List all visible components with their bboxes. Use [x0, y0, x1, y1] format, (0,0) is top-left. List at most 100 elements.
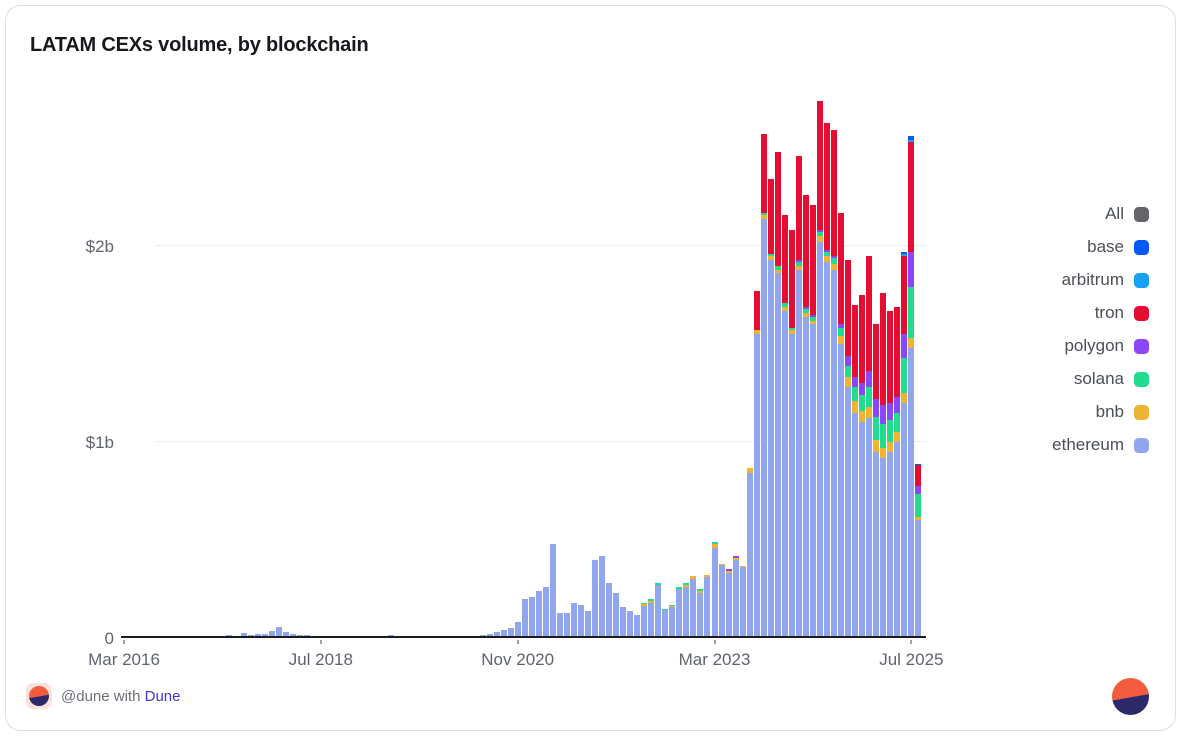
bar[interactable] — [711, 541, 718, 638]
bar[interactable] — [809, 204, 816, 638]
bar[interactable] — [704, 575, 711, 638]
legend-item-solana[interactable]: solana — [1074, 367, 1149, 391]
bar-segment-solana — [802, 308, 809, 313]
legend-item-ethereum[interactable]: ethereum — [1052, 433, 1149, 457]
bar[interactable] — [606, 583, 613, 638]
bar[interactable] — [915, 463, 922, 638]
bar-segment-bnb — [725, 571, 732, 574]
bar[interactable] — [592, 559, 598, 638]
bar[interactable] — [831, 130, 838, 638]
bar-segment-solana — [697, 589, 704, 591]
bar[interactable] — [746, 467, 753, 638]
bar[interactable] — [549, 543, 556, 638]
bar-segment-ethereum — [669, 606, 676, 638]
legend-item-base[interactable]: base — [1087, 235, 1149, 259]
bar-segment-polygon — [873, 398, 880, 417]
bar[interactable] — [753, 291, 760, 638]
bar[interactable] — [584, 610, 591, 638]
legend-swatch — [1134, 338, 1149, 354]
bar[interactable] — [880, 293, 887, 638]
bar-segment-ethereum — [690, 579, 697, 638]
bar[interactable] — [873, 324, 880, 638]
bar[interactable] — [507, 628, 514, 638]
legend-item-arbitrum[interactable]: arbitrum — [1062, 268, 1149, 292]
bar[interactable] — [908, 136, 915, 638]
bar[interactable] — [556, 612, 563, 638]
bar[interactable] — [662, 608, 669, 638]
bar-segment-solana — [838, 328, 845, 337]
bar[interactable] — [824, 122, 830, 638]
bar[interactable] — [570, 602, 577, 638]
bar[interactable] — [620, 606, 627, 638]
bar-segment-ethereum — [824, 261, 830, 638]
bar[interactable] — [690, 576, 697, 638]
bar-segment-tron — [901, 255, 908, 335]
bar-segment-polygon — [915, 486, 922, 494]
bar-segment-base — [915, 463, 922, 465]
bar[interactable] — [542, 587, 549, 638]
bar[interactable] — [894, 306, 901, 638]
bar-segment-ethereum — [676, 589, 683, 638]
bar-segment-polygon — [866, 371, 873, 388]
bar[interactable] — [528, 596, 535, 638]
bar[interactable] — [859, 295, 866, 638]
bar[interactable] — [521, 598, 528, 638]
bar-segment-polygon — [908, 251, 915, 288]
bar-segment-ethereum — [795, 269, 802, 638]
bar[interactable] — [535, 590, 542, 638]
bar[interactable] — [634, 614, 641, 638]
bar-segment-solana — [866, 387, 873, 407]
bar[interactable] — [648, 598, 655, 638]
bar[interactable] — [901, 251, 908, 638]
bar[interactable] — [268, 630, 275, 638]
bar[interactable] — [774, 151, 781, 638]
bar[interactable] — [802, 195, 809, 638]
bar[interactable] — [655, 583, 662, 638]
bar[interactable] — [676, 587, 683, 638]
bar[interactable] — [627, 610, 634, 638]
bar-segment-tron — [845, 259, 852, 356]
dune-logo-large[interactable] — [1112, 678, 1149, 715]
bar-segment-tron — [781, 214, 788, 303]
bar-segment-bnb — [894, 432, 901, 442]
bar[interactable] — [718, 563, 725, 638]
bar[interactable] — [767, 179, 774, 638]
bar-segment-bnb — [760, 214, 767, 219]
bar[interactable] — [669, 604, 676, 638]
bar[interactable] — [275, 627, 282, 638]
legend-item-all[interactable]: All — [1105, 202, 1149, 226]
y-axis-label: $2b — [85, 237, 114, 256]
bar[interactable] — [563, 612, 570, 638]
bar[interactable] — [613, 592, 620, 638]
bar[interactable] — [845, 259, 852, 638]
bar[interactable] — [282, 631, 289, 638]
bar[interactable] — [577, 604, 584, 638]
bar[interactable] — [838, 212, 845, 638]
bar[interactable] — [240, 633, 247, 638]
bar[interactable] — [866, 255, 873, 638]
bar[interactable] — [641, 602, 648, 638]
legend: All base arbitrum tron polygon solana bnb ether… — [1052, 202, 1149, 457]
bar[interactable] — [683, 583, 690, 638]
legend-item-polygon[interactable]: polygon — [1064, 334, 1149, 358]
bar[interactable] — [887, 310, 894, 638]
dune-logo-icon[interactable] — [26, 683, 52, 709]
bar[interactable] — [781, 214, 788, 638]
legend-item-bnb[interactable]: bnb — [1096, 400, 1149, 424]
bar-segment-ethereum — [880, 457, 887, 638]
dune-brand-link[interactable]: Dune — [144, 687, 181, 705]
bar[interactable] — [816, 101, 823, 638]
bar[interactable] — [739, 565, 746, 638]
bar[interactable] — [795, 155, 802, 638]
bar[interactable] — [760, 134, 767, 638]
bar[interactable] — [599, 555, 606, 638]
bar[interactable] — [500, 630, 507, 638]
bar[interactable] — [697, 589, 704, 638]
legend-item-tron[interactable]: tron — [1095, 301, 1149, 325]
bar[interactable] — [732, 555, 739, 638]
bar[interactable] — [493, 632, 500, 638]
bar[interactable] — [788, 230, 795, 638]
bar[interactable] — [514, 622, 521, 638]
bar[interactable] — [725, 569, 732, 638]
bar[interactable] — [852, 304, 859, 638]
